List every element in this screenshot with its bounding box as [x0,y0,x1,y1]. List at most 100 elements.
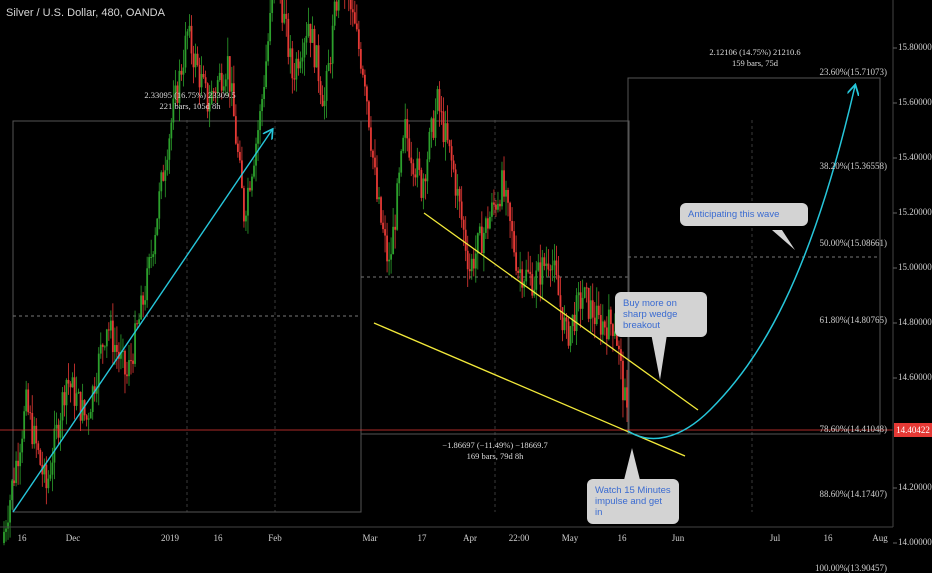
candle-body [249,187,251,191]
candle-body [128,360,130,377]
candle-body [43,464,46,475]
candle-body [67,379,70,384]
candle-body [349,0,352,10]
candle-body [432,118,435,138]
candle-body [194,53,197,68]
candle-body [464,229,467,251]
candle-body [198,64,201,88]
x-tick-label: Mar [362,533,378,543]
candle-body [33,425,36,445]
candle-body [605,327,608,340]
candle-body [174,85,177,99]
y-tick-label: 15.80000 [898,42,932,52]
y-tick-label: 15.00000 [898,262,932,272]
measure-projection-change: 2.12106 (14.75%) 21210.6 [709,47,801,57]
candle-body [144,300,147,305]
candle-body [271,0,274,13]
candle-body [170,122,173,139]
candle-body [130,360,132,362]
candle-body [480,226,483,254]
candle-body [531,274,534,296]
candle-body [287,18,290,57]
candle-body [587,287,590,319]
candle-body [142,295,145,305]
candle-body [335,1,338,11]
candle-body [398,172,401,184]
candle-body [150,256,153,258]
candle-body [289,48,292,57]
candle-body [57,424,60,438]
callout-watch-15-minutes[interactable]: Watch 15 Minutes impulse and get in [587,479,679,524]
candle-body [577,292,580,296]
candle-body [15,460,17,483]
candle-body [136,323,138,325]
price-chart[interactable] [0,0,932,550]
candle-body [327,63,330,71]
candle-body [99,344,102,354]
candle-body [116,345,118,352]
fib-level-label: 23.60%(15.71073) [819,66,888,77]
candle-body [333,1,336,26]
candle-body [21,438,24,453]
candle-body [478,226,481,234]
candle-body [59,420,62,438]
candle-body [474,253,477,269]
candle-body [486,218,489,229]
candle-body [501,170,503,207]
candle-body [426,159,429,182]
candle-body [47,478,50,489]
candle-body [315,45,318,68]
candle-body [230,83,233,92]
chart-grid [186,120,753,512]
candle-body [243,188,245,222]
candle-body [236,143,239,152]
candle-body [357,29,360,50]
candle-body [581,297,584,309]
projection-arrow [627,86,855,440]
candle-body [208,103,211,112]
price-axis [0,0,897,544]
candle-body [376,167,378,200]
candle-body [466,250,469,270]
candle-body [626,387,628,408]
candle-body [200,73,203,88]
x-tick-label: 22:00 [508,533,530,543]
x-tick-label: Jun [671,533,685,543]
callout-buy-more[interactable]: Buy more on sharp wedge breakout [615,292,707,337]
candle-body [525,269,528,282]
candle-body [23,411,26,439]
fib-level-label: 38.20%(15.36558) [819,161,888,172]
candle-body [493,202,495,205]
candle-body [307,23,310,36]
candle-body [374,157,376,168]
candle-body [396,183,399,230]
candle-body [507,190,509,203]
candle-body [311,28,314,43]
candle-body [124,350,126,375]
candle-body [218,72,221,81]
candle-body [331,25,334,64]
candle-body [238,151,241,161]
candle-body [509,202,511,222]
x-tick-label: 17 [417,533,427,543]
candle-body [222,86,225,91]
candle-body [448,140,451,147]
candle-body [547,263,550,270]
candle-body [13,480,15,483]
candle-body [178,70,181,103]
candle-body [305,35,308,43]
candle-body [446,123,449,141]
candle-body [468,269,471,272]
candle-body [299,61,302,69]
candle-body [591,300,594,318]
candle-body [517,270,520,273]
candle-body [563,317,566,331]
candle-body [404,119,407,138]
candle-body [573,314,576,332]
candle-body [462,219,465,230]
candle-body [154,234,157,255]
callout-anticipating-wave[interactable]: Anticipating this wave [680,203,808,226]
candle-body [188,25,191,32]
candle-body [442,111,445,143]
x-tick-label: 16 [213,533,223,543]
